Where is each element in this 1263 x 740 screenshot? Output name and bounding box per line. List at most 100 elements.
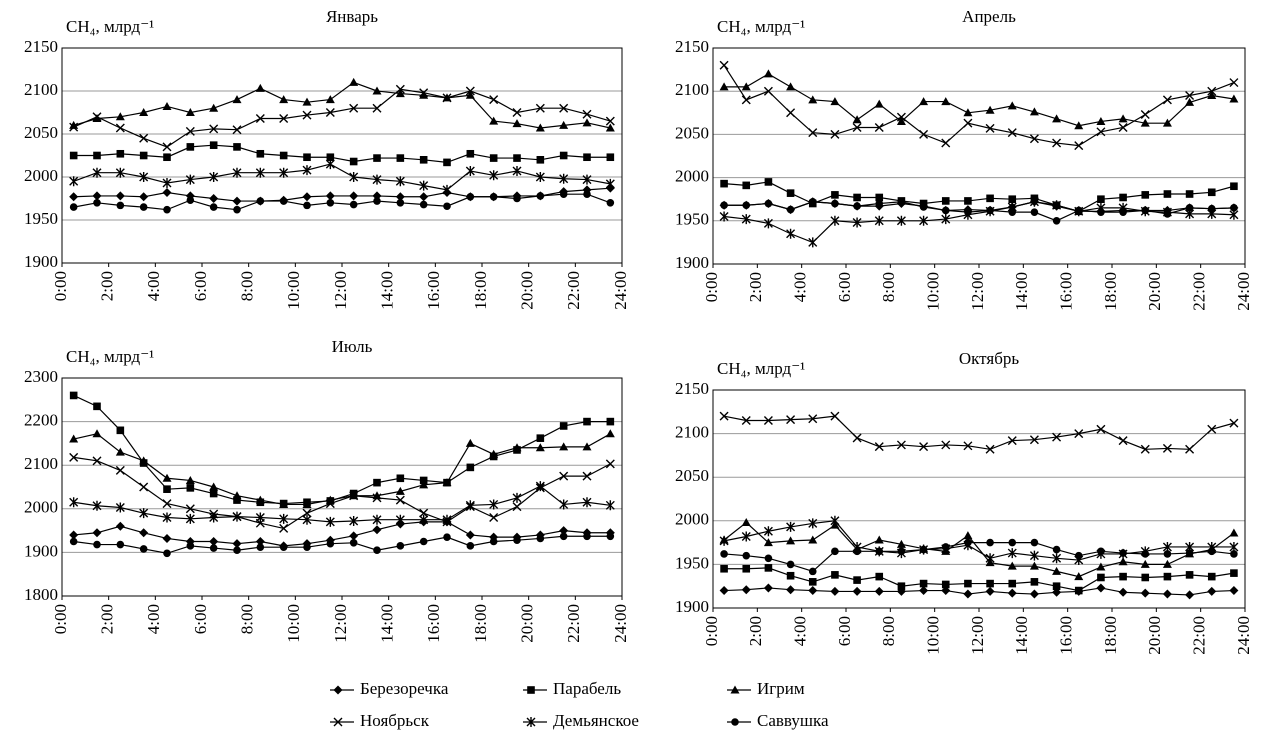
series-line <box>724 181 1235 212</box>
x-tick-label: 0:00 <box>51 271 70 301</box>
marker <box>559 471 569 481</box>
marker <box>941 97 951 106</box>
marker <box>853 193 861 202</box>
marker <box>535 103 545 113</box>
series-line <box>73 485 611 523</box>
chart-title: Январь <box>326 7 378 26</box>
marker <box>1007 588 1017 598</box>
marker <box>535 123 545 132</box>
marker <box>489 116 499 125</box>
marker <box>69 203 78 211</box>
marker <box>874 122 884 132</box>
marker <box>349 191 359 201</box>
marker <box>512 108 522 117</box>
x-tick-label: 16:00 <box>1057 272 1076 311</box>
x-tick-label: 0:00 <box>702 616 721 646</box>
marker <box>233 205 241 214</box>
marker <box>232 511 242 522</box>
marker <box>919 545 928 554</box>
marker <box>1229 528 1239 537</box>
marker <box>527 686 535 694</box>
marker <box>466 192 475 201</box>
marker <box>162 142 172 152</box>
marker <box>874 215 884 226</box>
x-tick-label: 10:00 <box>924 272 943 311</box>
series-line <box>724 73 1235 127</box>
marker <box>115 191 125 201</box>
y-tick-label: 1900 <box>675 597 709 616</box>
marker <box>786 108 796 118</box>
marker <box>139 456 149 465</box>
marker <box>1074 586 1083 595</box>
marker <box>985 123 995 133</box>
marker <box>325 95 335 104</box>
x-tick-label: 16:00 <box>424 604 443 643</box>
x-tick-label: 14:00 <box>378 271 397 310</box>
marker <box>808 518 818 529</box>
x-tick-label: 8:00 <box>879 272 898 302</box>
marker <box>1007 561 1017 570</box>
legend-label: Березоречка <box>360 679 449 698</box>
marker <box>719 411 729 421</box>
marker <box>763 583 773 593</box>
marker <box>606 153 615 162</box>
marker <box>1140 559 1150 568</box>
marker <box>963 108 973 117</box>
marker <box>233 546 241 555</box>
marker <box>582 174 592 185</box>
x-tick-label: 16:00 <box>1057 616 1076 655</box>
marker <box>896 112 906 122</box>
marker <box>303 201 311 210</box>
marker <box>786 521 796 532</box>
x-tick-label: 22:00 <box>564 271 583 310</box>
marker <box>875 547 884 556</box>
marker <box>720 564 728 573</box>
marker <box>232 539 242 549</box>
marker <box>764 178 773 186</box>
y-tick-label: 2000 <box>675 510 709 529</box>
marker <box>349 77 359 86</box>
marker <box>1229 586 1239 596</box>
marker <box>69 530 79 540</box>
marker <box>786 536 796 545</box>
marker <box>465 530 475 540</box>
marker <box>396 154 405 162</box>
marker <box>786 228 796 239</box>
marker <box>1207 547 1216 556</box>
marker <box>255 83 265 92</box>
marker <box>852 433 862 443</box>
marker <box>535 481 545 492</box>
marker <box>69 497 79 508</box>
marker <box>349 539 358 547</box>
marker <box>489 449 499 458</box>
marker <box>209 172 219 182</box>
marker <box>875 199 884 208</box>
marker <box>255 167 265 178</box>
marker <box>466 149 475 158</box>
marker <box>1052 582 1061 590</box>
marker <box>442 514 452 525</box>
marker <box>139 545 148 553</box>
marker <box>763 69 773 78</box>
marker <box>1207 204 1216 213</box>
marker <box>372 103 382 113</box>
marker <box>325 191 335 201</box>
marker <box>741 518 751 527</box>
x-tick-label: 6:00 <box>191 271 210 301</box>
series-line <box>73 521 611 547</box>
marker <box>720 179 728 188</box>
marker <box>419 192 429 202</box>
marker <box>93 199 101 207</box>
x-tick-label: 16:00 <box>424 271 443 310</box>
marker <box>92 500 102 511</box>
marker <box>808 128 818 138</box>
series-line <box>73 81 611 129</box>
marker <box>582 497 592 508</box>
marker <box>852 115 862 124</box>
marker <box>115 112 125 121</box>
marker <box>985 553 995 564</box>
marker <box>808 237 818 248</box>
y-tick-label: 2050 <box>675 466 709 485</box>
marker <box>163 485 171 493</box>
y-tick-label: 2150 <box>675 37 709 56</box>
